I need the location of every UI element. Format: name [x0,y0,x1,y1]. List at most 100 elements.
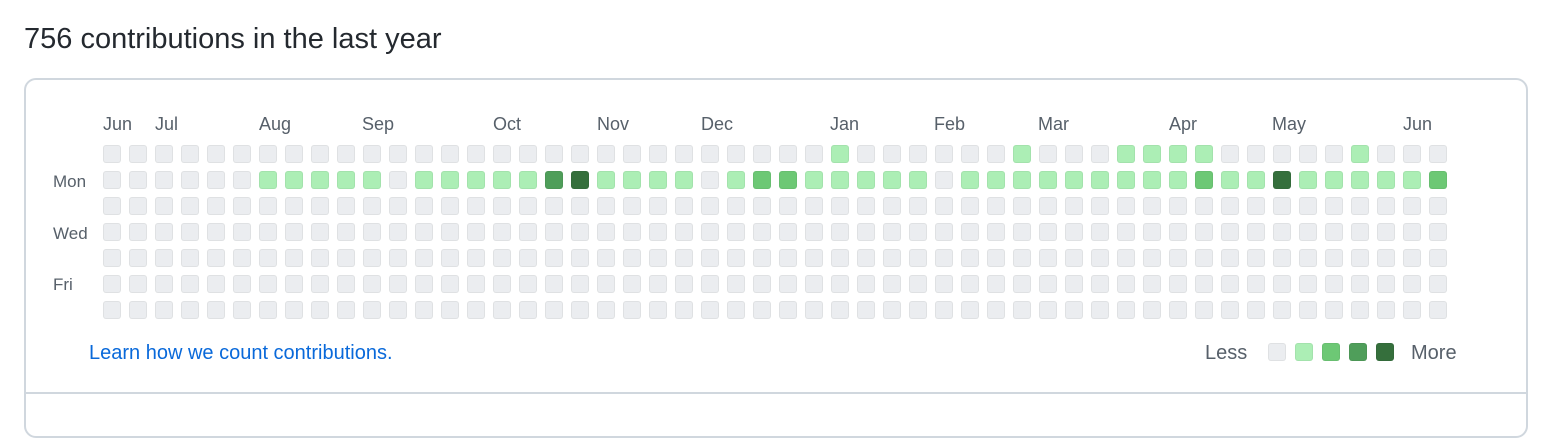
contribution-cell[interactable] [337,145,355,163]
contribution-cell[interactable] [1195,197,1213,215]
contribution-cell[interactable] [129,249,147,267]
contribution-cell[interactable] [857,275,875,293]
contribution-cell[interactable] [467,249,485,267]
contribution-cell[interactable] [597,197,615,215]
contribution-cell[interactable] [909,275,927,293]
contribution-cell[interactable] [1351,197,1369,215]
contribution-cell[interactable] [389,197,407,215]
contribution-cell[interactable] [779,197,797,215]
contribution-cell[interactable] [1273,275,1291,293]
contribution-cell[interactable] [805,145,823,163]
contribution-cell[interactable] [337,275,355,293]
contribution-cell[interactable] [805,171,823,189]
contribution-cell[interactable] [259,301,277,319]
contribution-cell[interactable] [1247,171,1265,189]
contribution-cell[interactable] [337,171,355,189]
contribution-cell[interactable] [1195,249,1213,267]
contribution-cell[interactable] [493,223,511,241]
contribution-cell[interactable] [649,249,667,267]
contribution-cell[interactable] [883,197,901,215]
contribution-cell[interactable] [103,223,121,241]
contribution-cell[interactable] [701,249,719,267]
contribution-cell[interactable] [389,301,407,319]
contribution-cell[interactable] [1117,275,1135,293]
contribution-cell[interactable] [961,301,979,319]
contribution-cell[interactable] [805,197,823,215]
contribution-cell[interactable] [493,249,511,267]
contribution-cell[interactable] [155,171,173,189]
contribution-cell[interactable] [805,223,823,241]
contribution-cell[interactable] [779,249,797,267]
contribution-cell[interactable] [1247,301,1265,319]
contribution-cell[interactable] [1221,145,1239,163]
contribution-cell[interactable] [935,171,953,189]
contribution-cell[interactable] [831,197,849,215]
contribution-cell[interactable] [857,171,875,189]
contribution-cell[interactable] [519,249,537,267]
contribution-cell[interactable] [857,249,875,267]
contribution-cell[interactable] [233,275,251,293]
learn-contributions-link[interactable]: Learn how we count contributions. [89,342,393,364]
contribution-cell[interactable] [779,223,797,241]
contribution-cell[interactable] [1325,301,1343,319]
contribution-cell[interactable] [363,171,381,189]
contribution-cell[interactable] [207,275,225,293]
contribution-cell[interactable] [883,301,901,319]
contribution-cell[interactable] [259,197,277,215]
contribution-cell[interactable] [1377,171,1395,189]
contribution-cell[interactable] [1013,249,1031,267]
contribution-cell[interactable] [857,197,875,215]
contribution-cell[interactable] [753,301,771,319]
contribution-cell[interactable] [701,171,719,189]
contribution-cell[interactable] [1065,145,1083,163]
contribution-cell[interactable] [129,171,147,189]
contribution-cell[interactable] [623,145,641,163]
contribution-cell[interactable] [935,197,953,215]
contribution-cell[interactable] [1195,145,1213,163]
contribution-cell[interactable] [961,223,979,241]
contribution-cell[interactable] [1039,275,1057,293]
contribution-cell[interactable] [285,301,303,319]
contribution-cell[interactable] [519,223,537,241]
contribution-cell[interactable] [181,171,199,189]
contribution-cell[interactable] [129,145,147,163]
contribution-cell[interactable] [519,197,537,215]
contribution-cell[interactable] [441,145,459,163]
contribution-cell[interactable] [1403,301,1421,319]
contribution-cell[interactable] [415,197,433,215]
contribution-cell[interactable] [1143,197,1161,215]
contribution-cell[interactable] [857,145,875,163]
contribution-cell[interactable] [831,223,849,241]
contribution-cell[interactable] [1299,145,1317,163]
contribution-cell[interactable] [467,275,485,293]
contribution-cell[interactable] [1195,301,1213,319]
contribution-cell[interactable] [909,145,927,163]
contribution-cell[interactable] [1299,249,1317,267]
contribution-cell[interactable] [1065,301,1083,319]
contribution-cell[interactable] [909,301,927,319]
contribution-cell[interactable] [1429,171,1447,189]
contribution-cell[interactable] [155,301,173,319]
contribution-cell[interactable] [1065,197,1083,215]
contribution-cell[interactable] [597,249,615,267]
contribution-cell[interactable] [779,145,797,163]
contribution-cell[interactable] [753,275,771,293]
contribution-cell[interactable] [207,171,225,189]
contribution-cell[interactable] [493,275,511,293]
contribution-cell[interactable] [285,249,303,267]
contribution-cell[interactable] [909,171,927,189]
contribution-cell[interactable] [1299,223,1317,241]
contribution-cell[interactable] [1039,171,1057,189]
contribution-cell[interactable] [753,171,771,189]
contribution-cell[interactable] [233,197,251,215]
contribution-cell[interactable] [987,145,1005,163]
contribution-cell[interactable] [337,301,355,319]
contribution-cell[interactable] [1013,223,1031,241]
contribution-cell[interactable] [571,301,589,319]
contribution-cell[interactable] [493,197,511,215]
contribution-cell[interactable] [753,223,771,241]
contribution-cell[interactable] [701,301,719,319]
contribution-cell[interactable] [883,223,901,241]
contribution-cell[interactable] [493,171,511,189]
contribution-cell[interactable] [519,171,537,189]
